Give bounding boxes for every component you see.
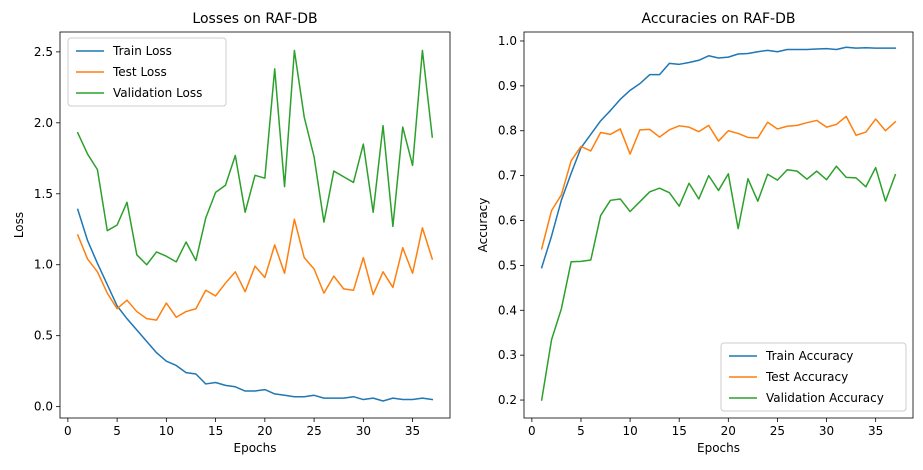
series-line-train-accuracy (540, 46, 897, 269)
x-tick-label: 0 (528, 424, 536, 438)
chart-title: Losses on RAF-DB (192, 11, 317, 27)
legend-box (720, 342, 907, 412)
y-tick-label: 0.3 (498, 348, 517, 362)
series-line-test-loss (76, 218, 434, 321)
x-tick-label: 25 (306, 424, 321, 438)
y-tick-label: 2.5 (34, 45, 53, 59)
y-tick-label: 0.8 (498, 124, 517, 138)
series-line-validation-accuracy (540, 165, 897, 401)
y-tick-label: 0.9 (498, 79, 517, 93)
plot-frame (59, 31, 451, 419)
legend-box (67, 37, 227, 107)
x-tick-label: 20 (721, 424, 736, 438)
x-tick-label: 10 (622, 424, 637, 438)
plot-frame (523, 31, 914, 419)
legend-label: Train Loss (112, 44, 172, 58)
x-tick-label: 25 (770, 424, 785, 438)
legend-label: Validation Accuracy (766, 391, 884, 405)
y-tick-label: 0.6 (498, 214, 517, 228)
y-tick-label: 2.0 (34, 116, 53, 130)
x-tick-label: 30 (356, 424, 371, 438)
x-tick-label: 30 (819, 424, 834, 438)
y-axis-label: Accuracy (476, 198, 490, 253)
x-tick-label: 5 (113, 424, 121, 438)
chart-panel-2: 0 5 10 15 20 25 30 35 0.2 0.3 0.4 0.5 0.6 0.7 0.8 0.9 1.… (476, 11, 914, 455)
legend: Train Loss Test Loss Validation Loss (67, 37, 227, 107)
legend: Train Accuracy Test Accuracy Validation Ac… (720, 342, 907, 412)
x-tick-label: 5 (577, 424, 585, 438)
chart-panel-1: 0 5 10 15 20 25 30 35 0.0 0.5 1.0 1.5 2.0 2.5 Losses o… (12, 11, 451, 455)
series-line-test-accuracy (540, 115, 897, 250)
y-tick-label: 1.5 (34, 187, 53, 201)
series-line-train-loss (76, 208, 434, 402)
legend-label: Test Accuracy (765, 370, 848, 384)
y-tick-label: 0.5 (498, 258, 517, 272)
y-tick-label: 0.5 (34, 329, 53, 343)
x-tick-label: 20 (257, 424, 272, 438)
x-tick-label: 10 (159, 424, 174, 438)
x-tick-label: 35 (868, 424, 883, 438)
x-tick-label: 35 (405, 424, 420, 438)
y-tick-label: 1.0 (498, 34, 517, 48)
y-tick-label: 0.7 (498, 169, 517, 183)
x-tick-label: 15 (208, 424, 223, 438)
y-axis-label: Loss (12, 212, 26, 238)
x-tick-label: 15 (672, 424, 687, 438)
legend-label: Test Loss (112, 65, 167, 79)
series-line-validation-loss (76, 49, 434, 266)
x-axis-label: Epochs (234, 441, 277, 455)
legend-label: Train Accuracy (765, 349, 853, 363)
x-axis-label: Epochs (697, 441, 740, 455)
chart-title: Accuracies on RAF-DB (642, 11, 796, 27)
x-tick-label: 0 (64, 424, 72, 438)
y-tick-label: 0.0 (34, 400, 53, 414)
y-tick-label: 0.4 (498, 303, 517, 317)
legend-label: Validation Loss (113, 86, 202, 100)
y-tick-label: 1.0 (34, 258, 53, 272)
y-tick-label: 0.2 (498, 393, 517, 407)
